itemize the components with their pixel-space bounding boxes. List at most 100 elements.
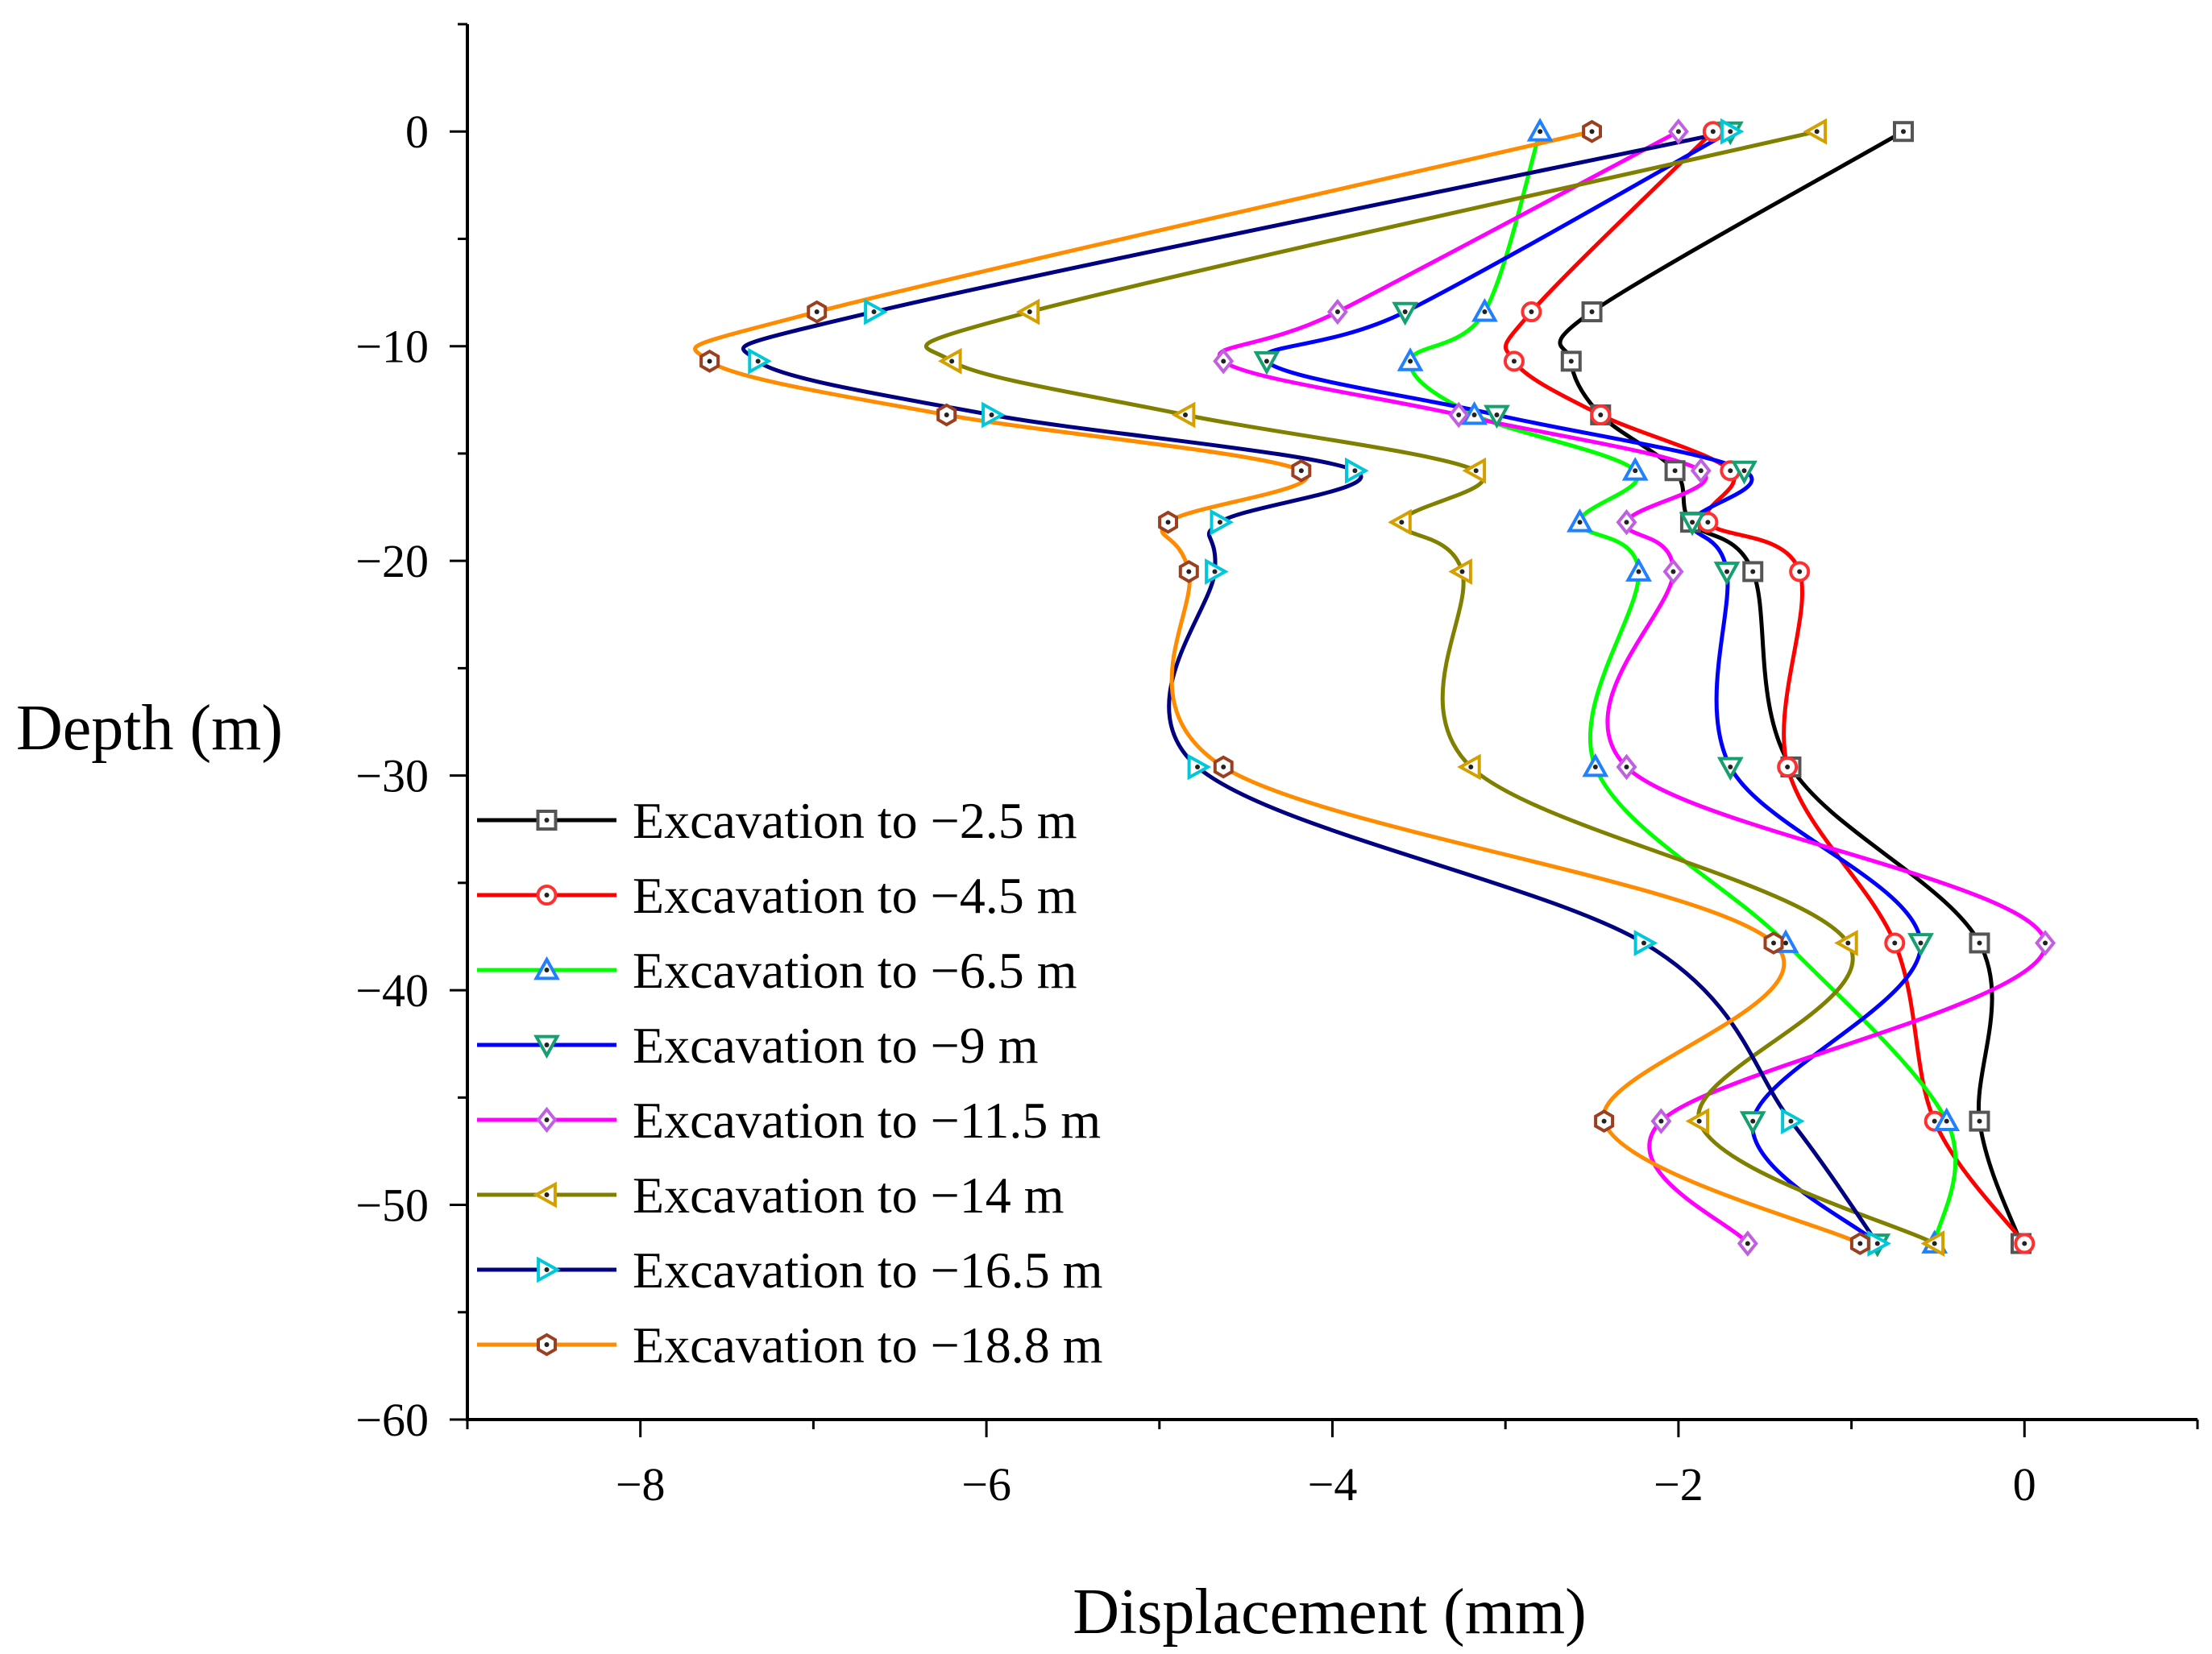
data-point-center bbox=[1705, 520, 1711, 525]
legend-label: Excavation to −16.5 m bbox=[633, 1242, 1103, 1299]
legend-label: Excavation to −2.5 m bbox=[633, 792, 1077, 849]
data-point-center bbox=[1195, 764, 1201, 769]
data-point-center bbox=[1636, 569, 1641, 574]
legend-item: Excavation to −4.5 m bbox=[477, 867, 1077, 924]
data-point-center bbox=[1298, 468, 1304, 474]
legend-item: Excavation to −18.8 m bbox=[477, 1316, 1103, 1374]
tick-marks bbox=[450, 23, 2199, 1437]
data-point-center bbox=[1482, 309, 1488, 315]
data-point-center bbox=[1456, 412, 1462, 417]
data-point-center bbox=[1217, 520, 1222, 525]
data-point-center bbox=[1264, 359, 1269, 364]
data-point-center bbox=[544, 1043, 550, 1047]
data-point-center bbox=[1568, 359, 1574, 364]
data-point-center bbox=[1334, 309, 1340, 315]
x-tick-label: −8 bbox=[616, 1458, 666, 1511]
data-point-center bbox=[1494, 412, 1500, 417]
data-point-center bbox=[1788, 1118, 1794, 1124]
legend-item: Excavation to −9 m bbox=[477, 1017, 1039, 1074]
data-point-center bbox=[1901, 129, 1907, 135]
legend-label: Excavation to −4.5 m bbox=[633, 867, 1077, 924]
data-point-center bbox=[1670, 569, 1676, 574]
data-point-center bbox=[544, 1192, 550, 1197]
data-point-center bbox=[1797, 569, 1803, 574]
data-point-center bbox=[1944, 1118, 1949, 1124]
legend-label: Excavation to −6.5 m bbox=[633, 942, 1077, 999]
data-point-center bbox=[1728, 129, 1733, 135]
series-line-3 bbox=[1408, 131, 1958, 1244]
data-point-center bbox=[1402, 309, 1408, 315]
y-tick-label: −40 bbox=[355, 964, 429, 1017]
legend-item: Excavation to −16.5 m bbox=[477, 1242, 1103, 1299]
y-tick-label: −30 bbox=[355, 750, 429, 802]
series-line-7 bbox=[741, 129, 1879, 1245]
data-point-center bbox=[1511, 359, 1517, 364]
series-lines bbox=[693, 129, 2048, 1246]
data-point-center bbox=[1724, 569, 1730, 574]
data-point-center bbox=[1027, 309, 1032, 315]
data-point-center bbox=[2043, 940, 2048, 946]
data-point-center bbox=[755, 359, 761, 364]
data-point-center bbox=[1932, 1241, 1937, 1246]
plot-area bbox=[693, 118, 2056, 1258]
data-point-center bbox=[1624, 520, 1629, 525]
data-point-center bbox=[1221, 764, 1226, 769]
data-point-center bbox=[544, 1342, 550, 1347]
data-point-center bbox=[1577, 520, 1583, 525]
data-point-center bbox=[544, 818, 550, 823]
y-tick-label: −10 bbox=[355, 321, 429, 373]
data-point-center bbox=[1785, 764, 1791, 769]
y-axis-label: Depth (m) bbox=[16, 693, 283, 764]
data-point-center bbox=[544, 1117, 550, 1122]
x-tick-label: −4 bbox=[1308, 1458, 1358, 1511]
data-point-center bbox=[1352, 468, 1358, 474]
data-point-center bbox=[1698, 468, 1704, 474]
data-point-center bbox=[1221, 359, 1226, 364]
data-point-center bbox=[1589, 309, 1595, 315]
data-point-center bbox=[1977, 1118, 1982, 1124]
data-point-center bbox=[1408, 359, 1413, 364]
y-tick-label: −20 bbox=[355, 535, 429, 587]
data-point-center bbox=[1641, 940, 1646, 946]
data-point-center bbox=[1710, 129, 1716, 135]
data-point-center bbox=[1892, 940, 1898, 946]
data-point-center bbox=[1918, 940, 1924, 946]
legend-item: Excavation to −6.5 m bbox=[477, 942, 1077, 999]
data-point-center bbox=[1750, 569, 1756, 574]
data-point-center bbox=[2022, 1241, 2027, 1246]
data-point-center bbox=[989, 412, 994, 417]
data-point-center bbox=[1598, 412, 1604, 417]
x-tick-label: −6 bbox=[961, 1458, 1011, 1511]
data-point-center bbox=[1977, 940, 1982, 946]
legend-item: Excavation to −14 m bbox=[477, 1167, 1064, 1224]
data-point-center bbox=[1857, 1241, 1863, 1246]
data-point-center bbox=[1672, 468, 1678, 474]
data-point-center bbox=[949, 359, 955, 364]
data-point-center bbox=[814, 309, 820, 315]
data-point-center bbox=[1529, 309, 1534, 315]
data-point-center bbox=[1874, 1241, 1880, 1246]
data-point-center bbox=[1814, 129, 1820, 135]
data-point-center bbox=[544, 1267, 550, 1272]
data-point-center bbox=[1471, 412, 1477, 417]
data-point-center bbox=[1675, 129, 1681, 135]
y-tick-label: −50 bbox=[355, 1179, 429, 1232]
legend-label: Excavation to −11.5 m bbox=[633, 1092, 1101, 1149]
series-line-5 bbox=[1217, 129, 2048, 1246]
data-point-center bbox=[1932, 1118, 1937, 1124]
series-line-2 bbox=[1503, 130, 2027, 1245]
legend: Excavation to −2.5 m Excavation to −4.5 m… bbox=[477, 792, 1103, 1374]
legend-item: Excavation to −11.5 m bbox=[477, 1092, 1101, 1149]
series-line-1 bbox=[1558, 130, 2023, 1245]
data-point-center bbox=[1750, 1118, 1756, 1124]
data-point-center bbox=[1745, 1241, 1750, 1246]
series-markers bbox=[699, 118, 2056, 1258]
legend-item: Excavation to −2.5 m bbox=[477, 792, 1077, 849]
legend-label: Excavation to −14 m bbox=[633, 1167, 1064, 1224]
data-point-center bbox=[544, 893, 550, 897]
data-point-center bbox=[1459, 569, 1465, 574]
data-point-center bbox=[1845, 940, 1851, 946]
data-point-center bbox=[1690, 520, 1695, 525]
legend-label: Excavation to −18.8 m bbox=[633, 1316, 1103, 1374]
